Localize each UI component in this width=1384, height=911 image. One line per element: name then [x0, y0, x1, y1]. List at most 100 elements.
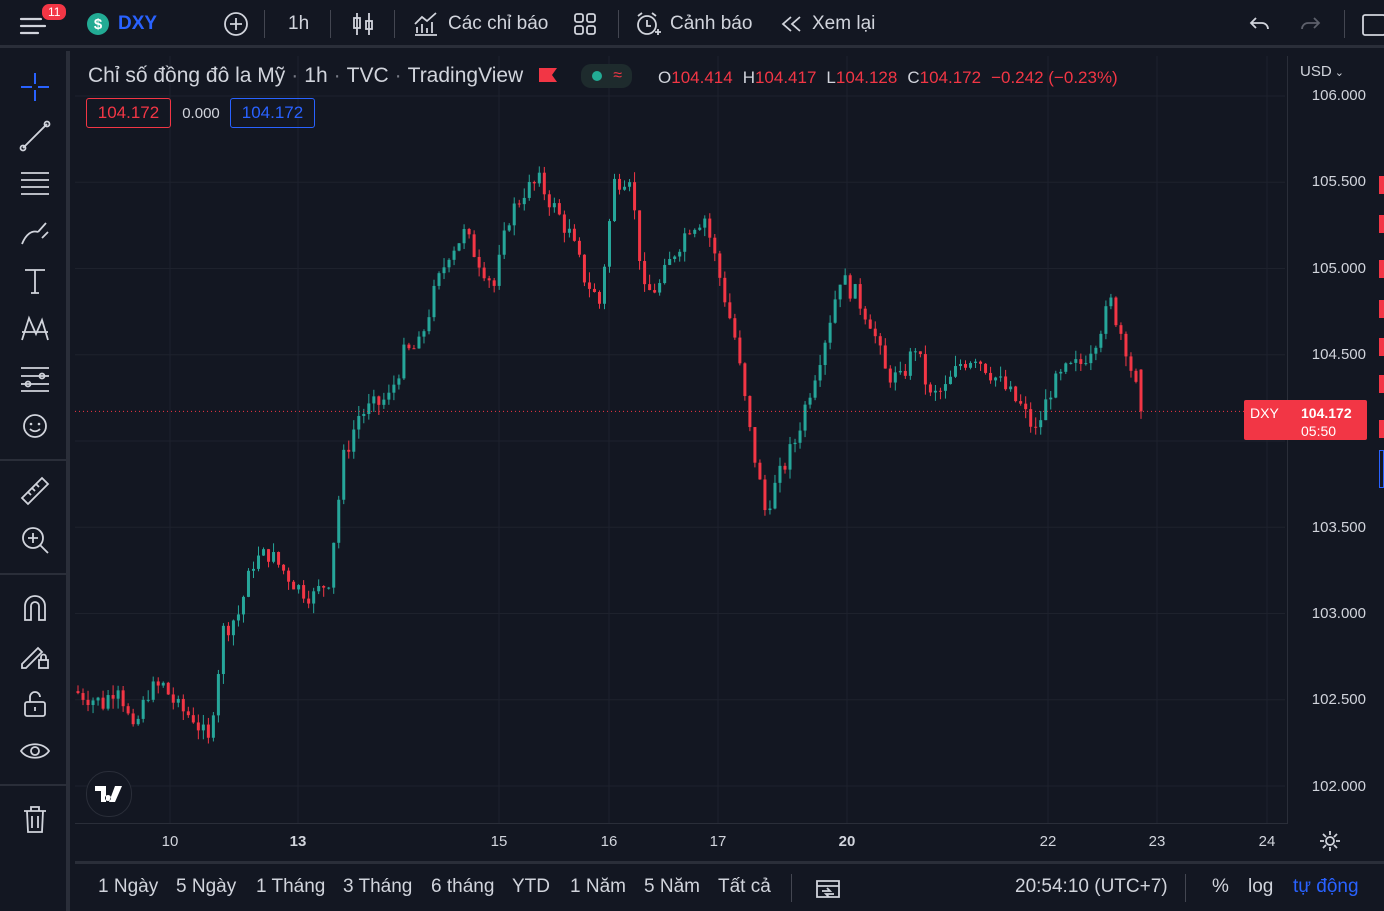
close-value: 104.172	[919, 68, 982, 87]
goto-date-button[interactable]	[815, 876, 841, 905]
measure-tool[interactable]	[14, 471, 56, 511]
magnet-tool[interactable]	[14, 587, 56, 627]
fullscreen-button[interactable]	[1360, 0, 1384, 48]
open-key: O	[658, 68, 672, 87]
range-ytd[interactable]: YTD	[512, 876, 550, 897]
brush-tool[interactable]	[14, 213, 56, 253]
candle-body	[748, 396, 752, 428]
candle-body	[938, 390, 942, 392]
alert-button[interactable]: Cảnh báo	[634, 0, 752, 48]
price-tick: 105.000	[1311, 260, 1366, 277]
magnet-icon	[24, 595, 46, 621]
time-tick: 20	[838, 833, 856, 850]
candle-body	[432, 285, 436, 318]
text-tool[interactable]	[14, 261, 56, 301]
candle-body	[186, 711, 190, 716]
replay-button[interactable]: Xem lại	[780, 0, 875, 48]
dollar-icon: $	[87, 13, 109, 35]
range-5d[interactable]: 5 Ngày	[176, 876, 237, 897]
rewind-icon	[781, 16, 801, 32]
pattern-icon	[21, 315, 49, 341]
auto-toggle[interactable]: tự động	[1293, 876, 1359, 897]
indicators-button[interactable]: Các chỉ báo	[412, 0, 548, 48]
candle-body	[557, 203, 561, 215]
hide-tool[interactable]	[14, 731, 56, 771]
menu-button[interactable]	[18, 0, 48, 48]
chart-pane[interactable]	[75, 56, 1285, 824]
candle-body	[1029, 409, 1033, 427]
candle-body	[447, 259, 451, 268]
range-1y[interactable]: 1 Năm	[570, 876, 626, 897]
candle-body	[763, 479, 767, 511]
forecast-tool[interactable]	[14, 357, 56, 397]
candle-body	[201, 724, 205, 731]
settings-button[interactable]	[1318, 829, 1342, 858]
undo-button[interactable]	[1248, 0, 1272, 48]
candle-body	[1084, 363, 1088, 365]
symbol-search-button[interactable]: $ DXY	[86, 0, 157, 48]
candle-body	[402, 344, 406, 379]
currency-selector[interactable]: USD ⌄	[1300, 63, 1344, 80]
interval-button[interactable]: 1h	[288, 0, 309, 48]
candle-body	[964, 364, 968, 368]
candle-body	[733, 318, 737, 338]
right-marker	[1379, 420, 1384, 438]
time-axis[interactable]: 10 13 15 16 17 20 22 23 24	[75, 823, 1287, 862]
candle-body	[196, 722, 200, 731]
candle-body	[1074, 359, 1078, 363]
compare-button[interactable]	[222, 0, 250, 48]
range-5y[interactable]: 5 Năm	[644, 876, 700, 897]
lock-drawings-tool[interactable]	[14, 635, 56, 675]
tradingview-logo[interactable]	[86, 771, 132, 817]
price-chart[interactable]	[75, 56, 1285, 824]
layouts-button[interactable]	[572, 0, 598, 48]
candle-body	[743, 363, 747, 397]
candle-body	[462, 228, 466, 244]
zoom-tool[interactable]	[14, 520, 56, 560]
time-tick: 13	[289, 833, 307, 850]
redo-button[interactable]	[1298, 0, 1322, 48]
range-1m[interactable]: 1 Tháng	[256, 876, 326, 897]
range-1d[interactable]: 1 Ngày	[98, 876, 159, 897]
candle-body	[999, 376, 1003, 378]
emoji-tool[interactable]	[14, 406, 56, 446]
lock-tool[interactable]	[14, 683, 56, 723]
flag-icon[interactable]	[537, 67, 559, 85]
candle-body	[818, 365, 822, 381]
ask-box[interactable]: 104.172	[230, 98, 315, 128]
range-all[interactable]: Tất cả	[718, 876, 771, 897]
trendline-tool[interactable]	[14, 116, 56, 156]
price-tick: 106.000	[1311, 87, 1366, 104]
candle-body	[893, 372, 897, 383]
low-key: L	[826, 68, 836, 87]
price-axis[interactable]: USD ⌄ 106.000 105.500 105.000 104.500 10…	[1287, 56, 1378, 824]
candle-body	[136, 718, 140, 725]
brush-icon	[21, 222, 49, 245]
candle-body	[703, 218, 707, 228]
pencil-lock-icon	[21, 646, 49, 669]
candle-body	[683, 233, 687, 252]
fib-tool[interactable]	[14, 164, 56, 204]
crosshair-tool[interactable]	[14, 67, 56, 107]
alarm-clock-icon	[637, 12, 661, 35]
percent-toggle[interactable]: %	[1212, 876, 1229, 897]
log-toggle[interactable]: log	[1248, 876, 1274, 897]
range-3m[interactable]: 3 Tháng	[343, 876, 413, 897]
candle-body	[302, 585, 306, 599]
range-6m[interactable]: 6 tháng	[431, 876, 495, 897]
pattern-tool[interactable]	[14, 309, 56, 349]
candle-body	[547, 194, 551, 208]
candle-body	[658, 283, 662, 293]
candle-body	[928, 384, 932, 393]
clock-label[interactable]: 20:54:10 (UTC+7)	[1015, 876, 1168, 897]
drawing-toolbar	[0, 51, 70, 911]
forecast-icon	[21, 367, 49, 392]
candle-body	[126, 706, 130, 714]
candle-body	[1069, 362, 1073, 364]
time-tick: 15	[490, 833, 508, 850]
market-status[interactable]: ≈	[581, 64, 632, 88]
bid-box[interactable]: 104.172	[86, 98, 171, 128]
chart-type-button[interactable]	[350, 0, 376, 48]
right-marker	[1379, 215, 1384, 233]
delete-tool[interactable]	[14, 799, 56, 839]
